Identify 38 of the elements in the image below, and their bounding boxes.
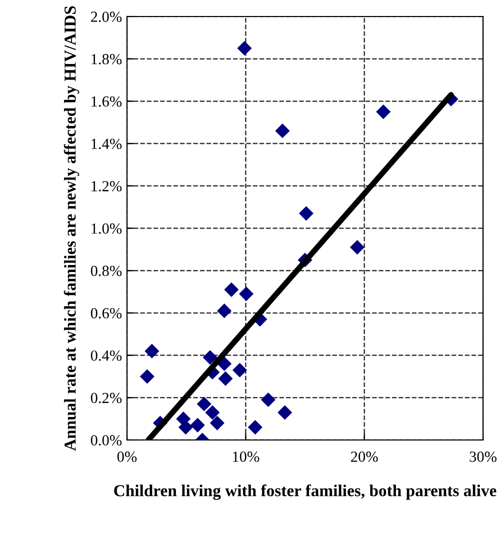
y-tick-label: 0.6%	[90, 308, 122, 318]
point	[298, 206, 314, 221]
point	[205, 405, 220, 420]
y-tick-label: 1.4%	[92, 138, 122, 150]
x-axis-title: Children living with foster families, both parents alive	[114, 484, 496, 500]
y-tick-label: 1.6%	[92, 96, 122, 107]
point	[217, 304, 232, 318]
point	[202, 350, 218, 365]
y-tick-label: 1.8%	[92, 54, 122, 64]
y-tick-label: 0.0%	[90, 435, 122, 446]
point	[278, 405, 292, 420]
y-tick-label: 0.4%	[90, 350, 122, 361]
point	[190, 418, 205, 432]
point	[275, 124, 290, 138]
point	[260, 392, 276, 408]
point	[376, 104, 391, 120]
point	[224, 282, 239, 297]
point	[232, 362, 248, 378]
y-tick-label: 1.2%	[92, 181, 122, 192]
y-axis-title: Annual rate at which families are newly affected by HIV/AIDS	[64, 6, 80, 451]
y-tick-label: 1.0%	[92, 223, 122, 234]
point	[218, 371, 233, 386]
x-tick-label: 10%	[233, 452, 260, 462]
x-tick-label: 20%	[351, 452, 378, 462]
point	[140, 369, 154, 384]
x-tick-label: 0%	[117, 452, 137, 462]
point	[196, 396, 212, 412]
x-tick-label: 30%	[470, 452, 497, 462]
point	[178, 420, 194, 435]
point	[238, 286, 254, 302]
point	[237, 40, 252, 56]
point	[350, 240, 365, 255]
y-tick-label: 2.0%	[90, 12, 122, 22]
point	[210, 416, 224, 430]
y-tick-label: 0.2%	[90, 392, 122, 404]
point	[248, 420, 262, 435]
y-tick-label: 0.8%	[90, 266, 122, 276]
point	[144, 344, 160, 358]
